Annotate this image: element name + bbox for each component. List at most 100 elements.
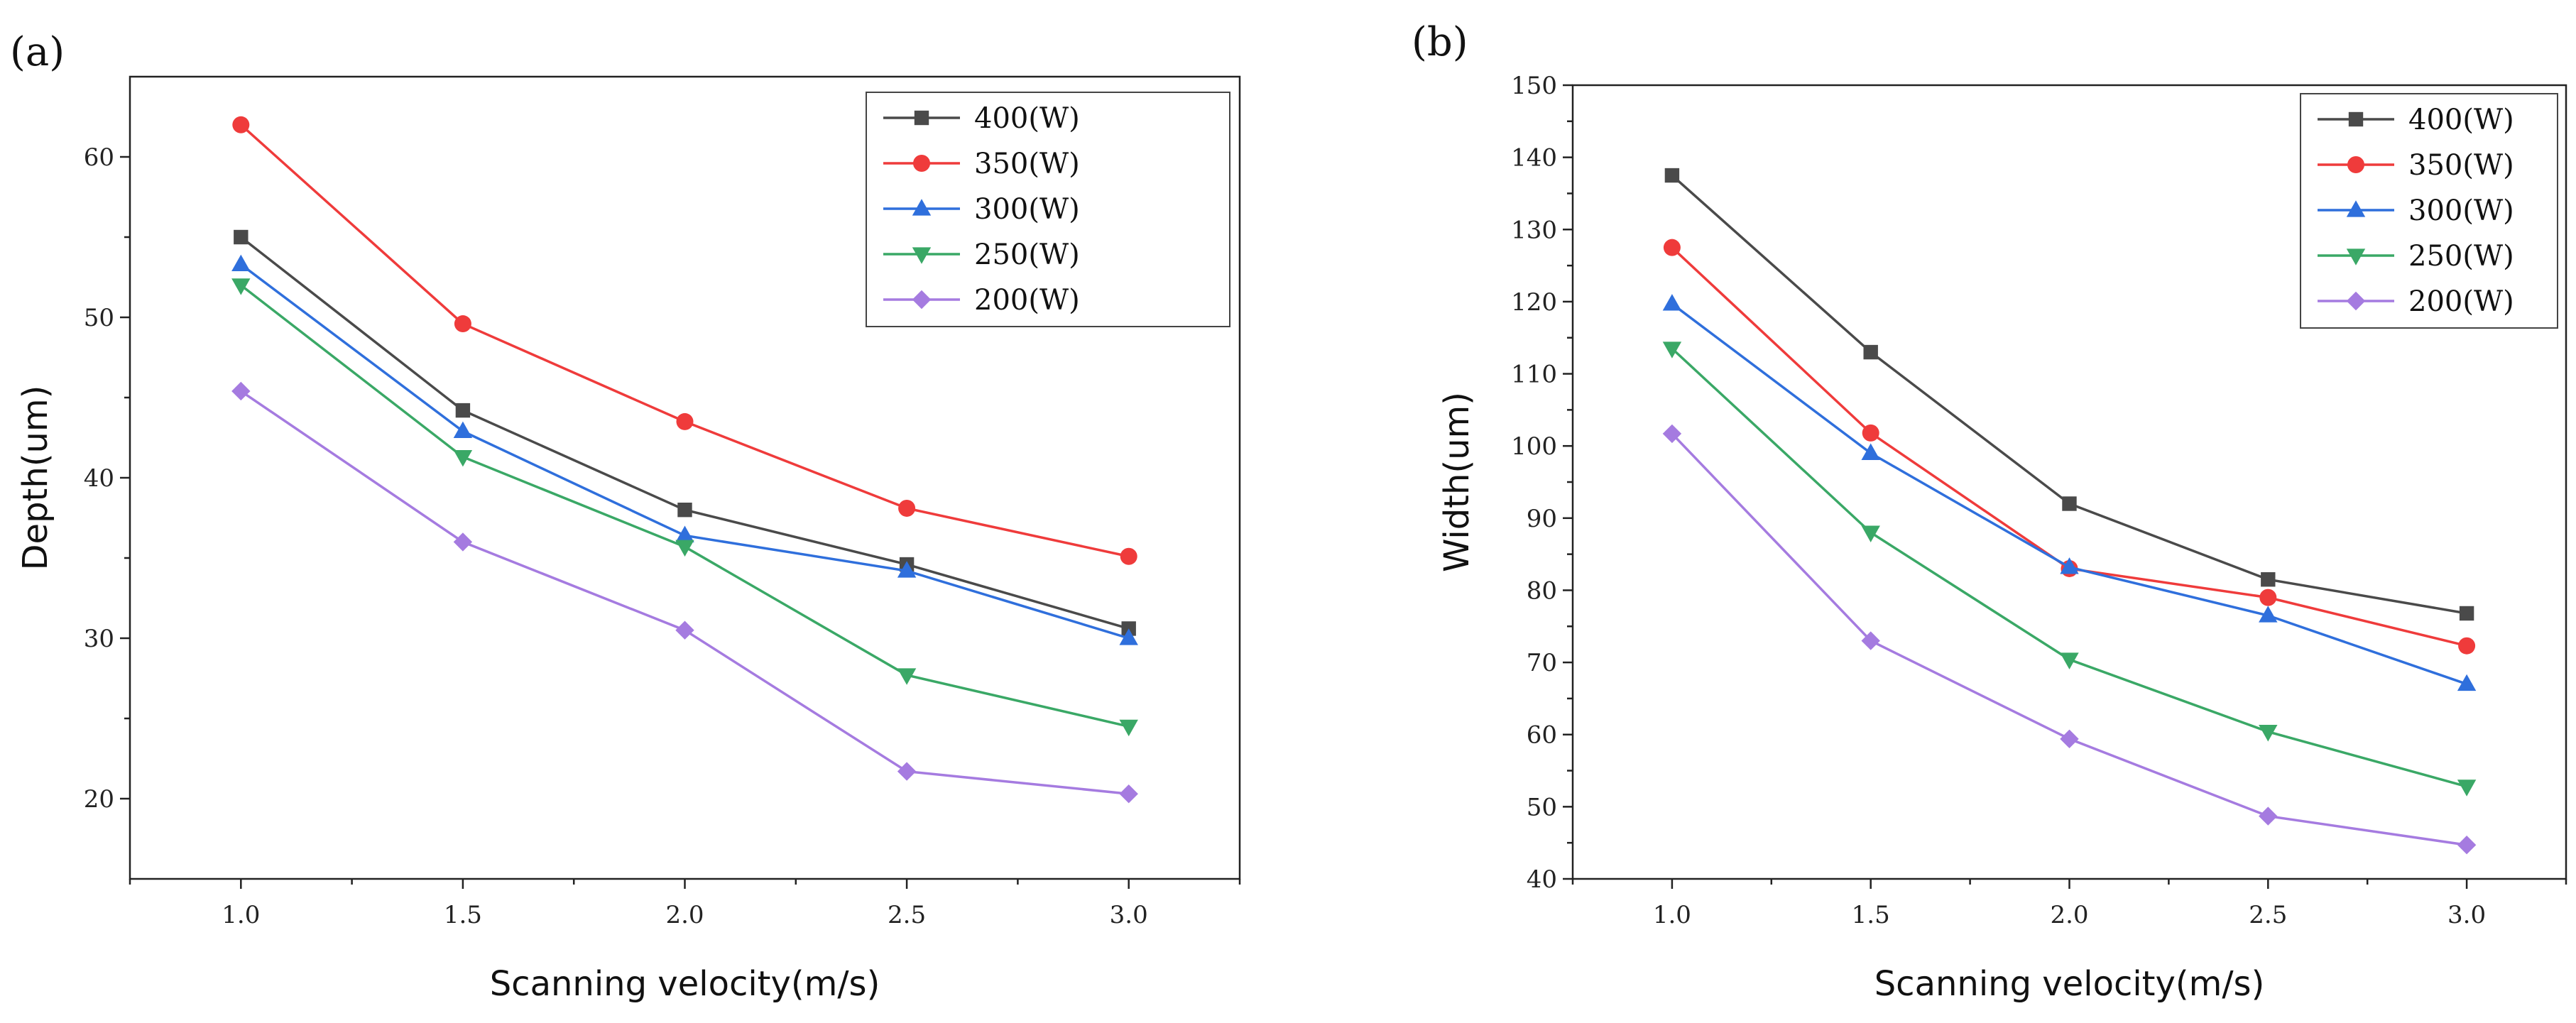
data-point (453, 532, 473, 552)
chart-a: (a) 20 30 40 50 60 1.0 1.5 2.0 2.5 3.0 Scanning vel… (10, 29, 1241, 1004)
legend-label: 300(W) (2408, 195, 2514, 227)
y-tick-label: 80 (1527, 576, 1557, 605)
legend-label: 200(W) (974, 284, 1080, 317)
y-tick-label: 30 (84, 625, 114, 653)
data-point (2060, 729, 2079, 749)
legend-label: 250(W) (974, 239, 1080, 271)
data-point (897, 762, 917, 781)
legend-label: 350(W) (974, 148, 1080, 180)
data-point (675, 620, 694, 640)
y-tick-label: 150 (1511, 72, 1557, 100)
series-triangle-up (231, 254, 1138, 645)
data-point (1862, 424, 1879, 442)
y-tick-label: 140 (1511, 144, 1557, 173)
data-point (453, 450, 473, 467)
legend-marker (912, 199, 932, 216)
legend-marker (2346, 248, 2366, 266)
y-tick-label: 50 (84, 304, 114, 332)
data-point (1662, 424, 1682, 444)
series-triangle-down (1662, 341, 2477, 797)
panel-label: (b) (1412, 19, 1468, 65)
series-circle (232, 116, 1137, 565)
data-point (231, 381, 251, 401)
legend: 400(W) 350(W) 300(W) 250(W) 200(W) (2300, 93, 2558, 329)
data-point (1863, 344, 1878, 360)
y-tick-label: 40 (84, 464, 114, 493)
y-tick-label: 60 (1527, 721, 1557, 750)
y-tick-label: 60 (84, 143, 114, 172)
legend-marker (912, 290, 932, 310)
data-point (2062, 496, 2077, 511)
data-point (453, 421, 473, 439)
data-point (676, 412, 694, 430)
legend-marker (2347, 156, 2364, 173)
data-point (2457, 674, 2477, 691)
legend-marker (912, 247, 932, 264)
series-diamond (231, 381, 1138, 804)
data-point (454, 315, 471, 333)
x-tick-label: 2.5 (2249, 901, 2287, 929)
data-point (1119, 719, 1138, 737)
series-triangle-down (231, 278, 1138, 737)
legend: 400(W) 350(W) 300(W) 250(W) 200(W) (866, 92, 1230, 327)
x-tick-label: 1.5 (1852, 901, 1890, 929)
y-tick-label: 90 (1527, 505, 1557, 533)
data-point (1663, 239, 1681, 256)
data-point (2458, 637, 2476, 655)
y-tick-label: 120 (1511, 288, 1557, 317)
y-tick-label: 20 (84, 785, 114, 814)
y-tick-label: 70 (1527, 649, 1557, 677)
data-point (1662, 294, 1682, 311)
y-tick-label: 100 (1511, 432, 1557, 461)
data-point (2060, 652, 2079, 669)
series-triangle-up (1662, 294, 2477, 691)
legend-label: 250(W) (2408, 240, 2514, 273)
legend-label: 400(W) (974, 102, 1080, 135)
series-square (1664, 168, 2474, 621)
series-line (1671, 302, 2467, 686)
data-point (1120, 547, 1137, 565)
x-tick-label: 1.0 (222, 901, 260, 929)
legend-marker (914, 110, 929, 126)
y-tick-label: 110 (1511, 361, 1557, 389)
y-tick-label: 50 (1527, 793, 1557, 821)
x-tick-label: 3.0 (2447, 901, 2486, 929)
data-point (1861, 525, 1880, 542)
y-tick-label: 130 (1511, 216, 1557, 244)
data-point (1861, 631, 1880, 650)
x-tick-label: 2.0 (665, 901, 704, 929)
series-line (1671, 432, 2467, 846)
series-diamond (1662, 424, 2477, 855)
chart-b: (b) 40 50 60 70 80 90 100 110 120 130 140 150 1.0 1.5 2… (1412, 19, 2567, 1004)
x-axis-title: Scanning velocity(m/s) (1874, 964, 2265, 1004)
x-tick-label: 1.0 (1653, 901, 1691, 929)
data-point (2261, 572, 2276, 587)
legend-label: 350(W) (2408, 149, 2514, 182)
data-point (2259, 606, 2278, 623)
y-axis-title: Width(um) (1437, 392, 1477, 572)
data-point (897, 668, 917, 685)
y-tick-label: 40 (1527, 865, 1557, 894)
data-point (2259, 589, 2277, 606)
x-axis-title: Scanning velocity(m/s) (490, 964, 880, 1004)
legend-marker (2346, 200, 2366, 217)
data-point (232, 116, 250, 133)
data-point (1662, 341, 1682, 359)
data-point (675, 540, 694, 557)
data-point (897, 561, 917, 578)
data-point (677, 503, 692, 518)
data-point (898, 499, 916, 517)
legend-marker (2348, 111, 2364, 127)
legend-label: 400(W) (2408, 104, 2514, 136)
data-point (1119, 628, 1138, 645)
data-point (234, 229, 249, 245)
data-point (2259, 725, 2278, 742)
x-tick-label: 1.5 (444, 901, 482, 929)
data-point (1119, 784, 1138, 804)
data-point (1861, 443, 1880, 460)
legend-marker (913, 155, 930, 172)
x-tick-label: 2.5 (888, 901, 926, 929)
y-axis-title: Depth(um) (16, 385, 55, 571)
legend-label: 300(W) (974, 193, 1080, 226)
